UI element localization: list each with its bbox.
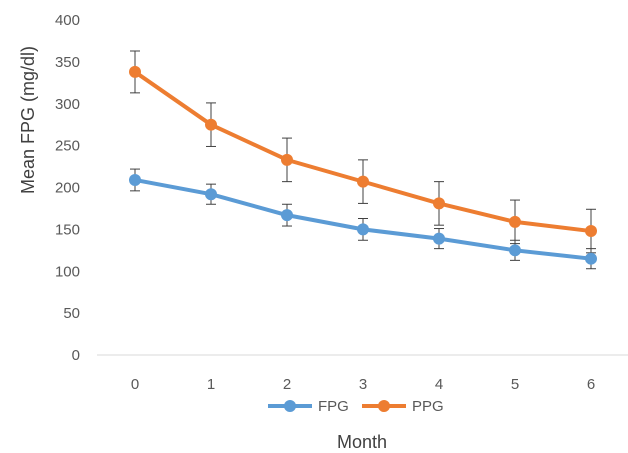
fpg-data-point [509, 244, 521, 257]
x-tick-label: 3 [359, 376, 367, 393]
y-axis-title: Mean FPG (mg/dl) [18, 46, 38, 194]
y-tick-label: 0 [72, 347, 80, 364]
y-tick-label: 300 [55, 96, 80, 113]
ppg-data-point [129, 65, 141, 78]
ppg-data-point [357, 175, 369, 188]
y-tick-label: 100 [55, 263, 80, 280]
x-tick-label: 5 [511, 376, 519, 393]
ppg-data-point [509, 215, 521, 228]
ppg-series-line [133, 69, 593, 234]
legend-marker-ppg [378, 400, 390, 412]
fpg-data-point [357, 223, 369, 236]
fpg-data-point [281, 209, 293, 222]
legend-marker-fpg [284, 400, 296, 412]
legend-item-fpg: FPG [268, 398, 349, 415]
x-tick-label: 0 [131, 376, 139, 393]
y-tick-label: 250 [55, 138, 80, 155]
fpg-data-point [205, 188, 217, 201]
ppg-data-point [281, 153, 293, 166]
legend: FPG PPG [268, 398, 444, 415]
legend-label-ppg: PPG [412, 398, 444, 415]
y-axis-ticks: 0 50 100 150 200 250 300 350 400 [55, 12, 80, 364]
legend-label-fpg: FPG [318, 398, 349, 415]
fpg-data-point [129, 173, 141, 186]
legend-item-ppg: PPG [362, 398, 444, 415]
ppg-data-point [205, 118, 217, 131]
x-tick-label: 1 [207, 376, 215, 393]
error-bars [130, 50, 596, 270]
y-tick-label: 400 [55, 12, 80, 29]
y-tick-label: 200 [55, 180, 80, 197]
x-axis-title: Month [337, 432, 387, 452]
y-tick-label: 350 [55, 54, 80, 71]
ppg-data-point [433, 197, 445, 210]
x-axis-ticks: 0 1 2 3 4 5 6 [131, 376, 595, 393]
x-tick-label: 6 [587, 376, 595, 393]
fpg-data-point [585, 252, 597, 265]
fpg-data-point [433, 232, 445, 245]
y-tick-label: 50 [63, 305, 80, 322]
y-tick-label: 150 [55, 221, 80, 238]
data-points [129, 65, 597, 265]
ppg-data-point [585, 225, 597, 238]
x-tick-label: 4 [435, 376, 443, 393]
x-tick-label: 2 [283, 376, 291, 393]
